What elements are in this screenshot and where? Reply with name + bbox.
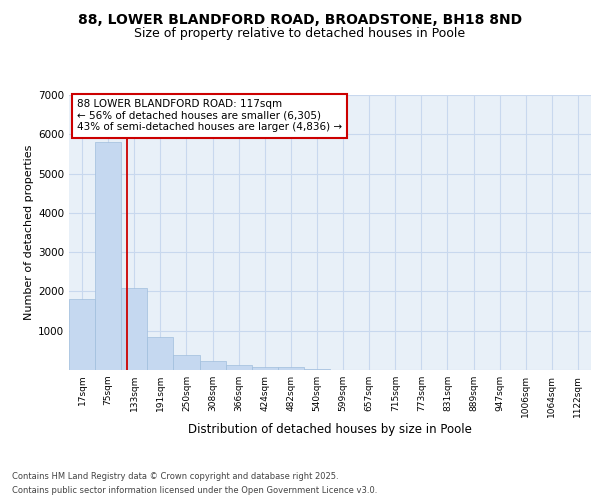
Bar bbox=[148, 337, 173, 370]
Bar bbox=[121, 288, 148, 370]
Text: Contains public sector information licensed under the Open Government Licence v3: Contains public sector information licen… bbox=[12, 486, 377, 495]
Y-axis label: Number of detached properties: Number of detached properties bbox=[24, 145, 34, 320]
Text: Contains HM Land Registry data © Crown copyright and database right 2025.: Contains HM Land Registry data © Crown c… bbox=[12, 472, 338, 481]
Bar bbox=[95, 142, 121, 370]
Bar bbox=[278, 367, 304, 370]
Bar bbox=[226, 366, 252, 370]
Bar bbox=[252, 367, 278, 370]
X-axis label: Distribution of detached houses by size in Poole: Distribution of detached houses by size … bbox=[188, 422, 472, 436]
Bar bbox=[199, 362, 226, 370]
Text: 88, LOWER BLANDFORD ROAD, BROADSTONE, BH18 8ND: 88, LOWER BLANDFORD ROAD, BROADSTONE, BH… bbox=[78, 12, 522, 26]
Bar bbox=[173, 356, 199, 370]
Bar bbox=[304, 369, 330, 370]
Text: Size of property relative to detached houses in Poole: Size of property relative to detached ho… bbox=[134, 28, 466, 40]
Text: 88 LOWER BLANDFORD ROAD: 117sqm
← 56% of detached houses are smaller (6,305)
43%: 88 LOWER BLANDFORD ROAD: 117sqm ← 56% of… bbox=[77, 99, 342, 132]
Bar bbox=[69, 300, 95, 370]
